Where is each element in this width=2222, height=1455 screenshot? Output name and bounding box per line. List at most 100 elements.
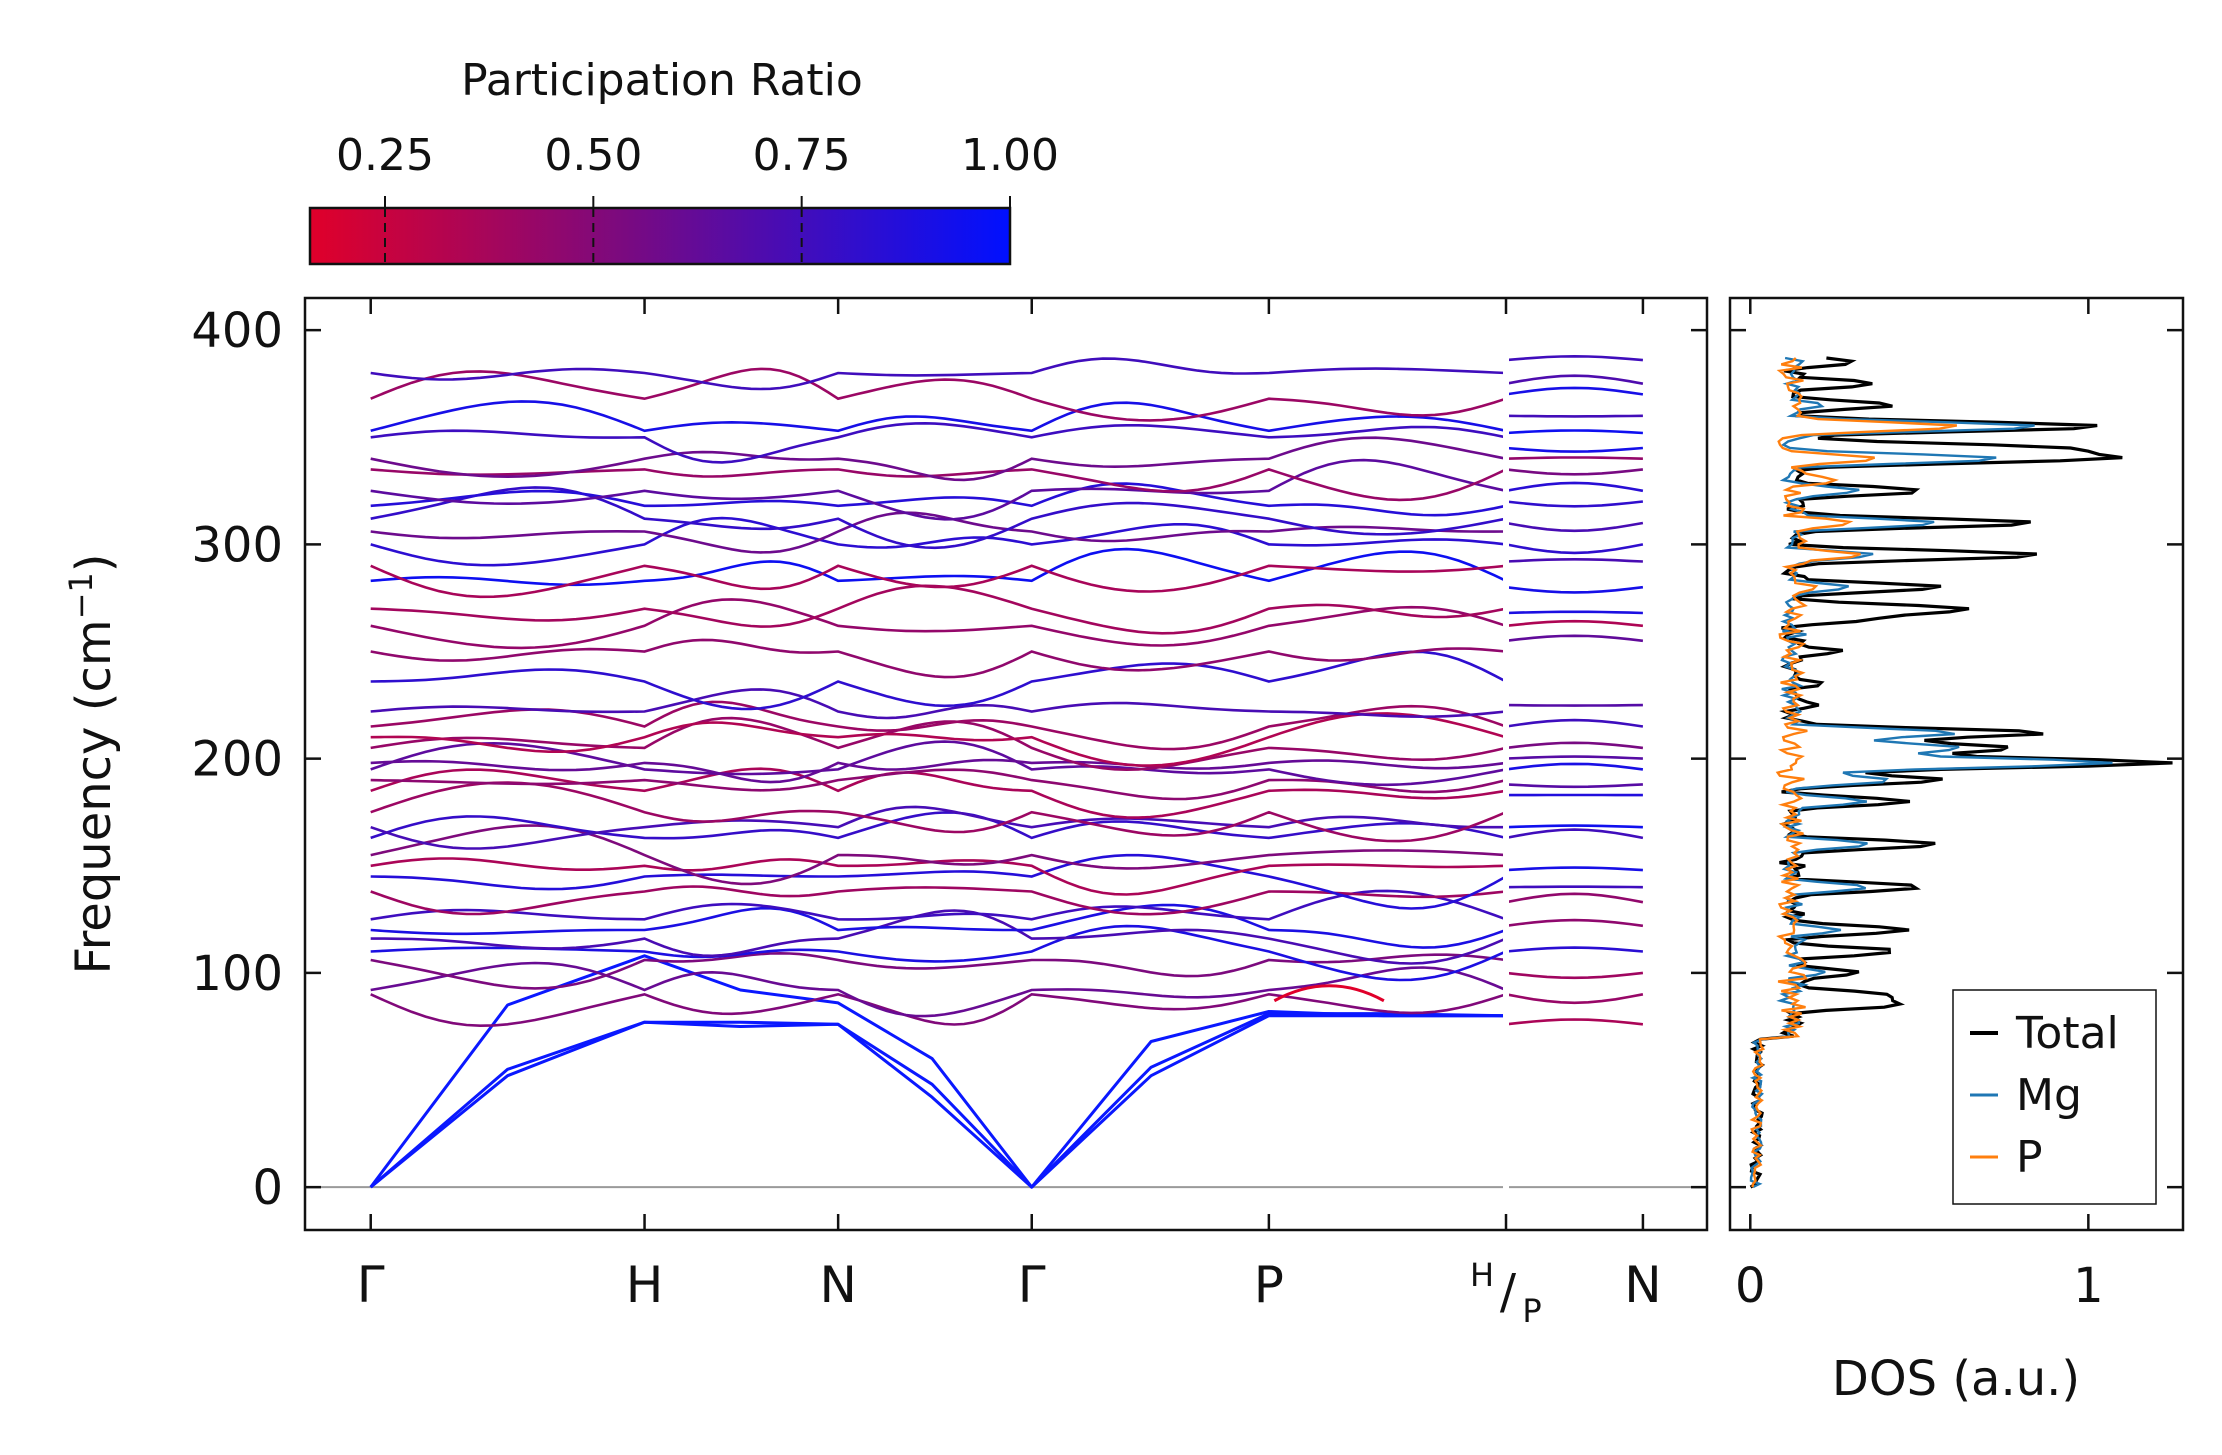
optical-branch xyxy=(370,716,1507,772)
optical-branch-right xyxy=(1505,892,1644,904)
optical-branch-right xyxy=(1505,703,1643,707)
optical-branch xyxy=(370,768,1507,801)
optical-branch-right xyxy=(1505,374,1644,385)
colorbar-tick-label: 1.00 xyxy=(961,130,1059,181)
optical-branch-right xyxy=(1505,610,1643,615)
optical-branch-right xyxy=(1505,543,1644,555)
optical-branch-right xyxy=(1505,1018,1644,1026)
kpoint-label-split-slash: / xyxy=(1500,1264,1517,1320)
optical-branch xyxy=(370,824,1507,886)
optical-branch xyxy=(370,436,1507,482)
optical-branch xyxy=(370,781,1507,843)
optical-branch-right xyxy=(1505,354,1644,362)
legend-label: P xyxy=(2016,1132,2043,1183)
optical-branch xyxy=(370,700,1507,751)
colorbar-title: Participation Ratio xyxy=(461,55,863,106)
acoustic-branch xyxy=(369,1014,1506,1189)
optical-branch-right xyxy=(1505,619,1644,628)
legend: Total Mg P xyxy=(1952,989,2157,1205)
legend-label: Total xyxy=(2015,1008,2119,1059)
optical-branch xyxy=(370,924,1507,982)
optical-branch-right xyxy=(1505,741,1644,750)
kpoint-label-split: H / P xyxy=(1470,1256,1542,1330)
optical-branch xyxy=(370,961,1507,1018)
optical-branch xyxy=(370,516,1507,567)
optical-branch xyxy=(370,758,1507,784)
optical-branch-right xyxy=(1505,500,1644,508)
legend-label: Mg xyxy=(2016,1070,2082,1121)
optical-branch xyxy=(370,511,1507,554)
dos-series-p xyxy=(1749,357,1958,1188)
legend-box xyxy=(1952,989,2157,1205)
optical-branch xyxy=(370,889,1507,921)
optical-branch-right xyxy=(1505,918,1644,928)
optical-branch xyxy=(370,564,1507,599)
optical-branch xyxy=(370,688,1507,720)
colorbar: Participation Ratio 0.25 0.50 0.75 1.00 xyxy=(308,55,1059,266)
colorbar-tick-label: 0.75 xyxy=(753,130,851,181)
dos-xtick-label: 0 xyxy=(1735,1258,1766,1314)
optical-branch-right xyxy=(1505,755,1643,760)
optical-branch xyxy=(370,903,1507,949)
kpoint-label: H xyxy=(626,1256,664,1314)
optical-branch-right xyxy=(1505,824,1643,829)
optical-branch xyxy=(370,740,1507,787)
kpoint-label: N xyxy=(819,1256,856,1314)
optical-branch xyxy=(370,400,1507,433)
kpoint-label: Γ xyxy=(1018,1256,1046,1314)
acoustic-branch xyxy=(369,954,1506,1189)
optical-branch xyxy=(370,885,1507,916)
optical-branch xyxy=(370,598,1507,650)
optical-branch-right xyxy=(1505,762,1644,771)
optical-branch-right xyxy=(1505,456,1643,460)
highlight-branch xyxy=(1273,984,1385,1003)
optical-branch xyxy=(370,367,1507,422)
optical-branch-right xyxy=(1505,946,1644,953)
acoustic-branch xyxy=(369,1012,1507,1189)
optical-branch-right xyxy=(1505,971,1644,980)
optical-branch-right xyxy=(1505,718,1644,728)
optical-branch xyxy=(370,468,1507,502)
optical-branch xyxy=(370,853,1507,910)
dos-plot-frame xyxy=(1728,296,2185,1232)
optical-branch-right xyxy=(1505,386,1644,396)
kpoint-label-split-bottom: P xyxy=(1522,1292,1541,1330)
band-ytick-label: 100 xyxy=(191,946,283,1002)
optical-branch-right xyxy=(1505,468,1644,476)
colorbar-gradient xyxy=(308,206,1012,266)
kpoint-label: P xyxy=(1254,1256,1284,1314)
optical-branch-right xyxy=(1505,634,1644,643)
dos-plot: 0 1 DOS (a.u.) Total Mg P xyxy=(1728,296,2185,1407)
optical-branch-right xyxy=(1505,828,1644,840)
band-ytick-label: 200 xyxy=(191,732,283,788)
optical-branch xyxy=(370,767,1507,819)
optical-branch-right xyxy=(1505,783,1643,789)
optical-branch xyxy=(370,584,1507,635)
optical-branch xyxy=(370,992,1507,1028)
optical-branch-right xyxy=(1505,481,1644,493)
band-ytick-label: 400 xyxy=(191,303,283,359)
optical-branch-right xyxy=(1505,993,1644,1005)
optical-branch xyxy=(370,486,1507,550)
kpoint-label-split-top: H xyxy=(1470,1256,1494,1294)
optical-branch xyxy=(370,909,1507,965)
optical-branch xyxy=(370,458,1507,521)
band-ytick-label: 0 xyxy=(252,1160,283,1216)
band-ylabel: Frequency (cm−1) xyxy=(62,553,122,974)
optical-branch xyxy=(370,421,1507,464)
optical-branch xyxy=(370,357,1507,391)
dos-series-mg xyxy=(1749,356,2113,1189)
optical-branch-right xyxy=(1505,414,1643,418)
optical-branch-right xyxy=(1505,446,1644,453)
optical-branch xyxy=(370,805,1506,850)
optical-branch xyxy=(370,712,1507,767)
colorbar-tick-label: 0.25 xyxy=(336,130,434,181)
optical-branch xyxy=(370,547,1507,587)
band-plot: 0 100 200 300 400 Γ H N Γ P N Frequency (cm−1) H … xyxy=(62,296,1709,1330)
band-plot-frame xyxy=(303,296,1709,1232)
optical-branch xyxy=(370,650,1507,711)
optical-branch-right xyxy=(1505,429,1643,435)
optical-branch-right xyxy=(1505,585,1644,594)
kpoint-label: Γ xyxy=(357,1256,385,1314)
